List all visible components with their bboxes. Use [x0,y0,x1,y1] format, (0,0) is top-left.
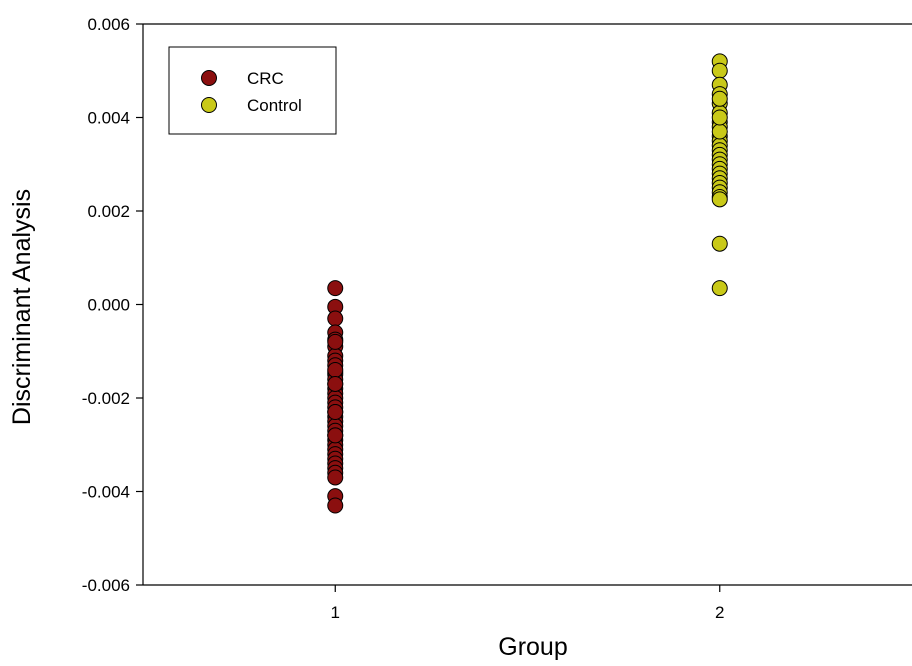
point-crc [327,333,344,350]
legend-label-crc: CRC [247,69,284,88]
point-crc [327,310,344,327]
point-crc [327,469,344,486]
point-crc [327,361,344,378]
point-crc [327,375,344,392]
legend: CRC Control [168,46,337,135]
point-control [711,62,728,79]
y-tick-label: 0.006 [87,15,130,34]
y-tick-label: 0.002 [87,202,130,221]
y-tick-label: 0.000 [87,296,130,315]
data-points [327,53,728,514]
y-tick-label: -0.004 [82,483,130,502]
y-axis: -0.006 -0.004 -0.002 0.000 0.002 0.004 0.006 [82,15,143,595]
y-tick-label: 0.004 [87,109,130,128]
legend-marker-crc [201,70,217,86]
point-crc [327,404,344,421]
x-tick-label: 1 [331,603,340,622]
x-axis-title: Group [498,633,567,661]
y-axis-title: Discriminant Analysis [8,189,36,425]
y-tick-label: -0.006 [82,576,130,595]
legend-label-control: Control [247,96,302,115]
point-crc [327,427,344,444]
point-control [711,109,728,126]
point-control [711,191,728,208]
point-control [711,123,728,140]
legend-marker-control [201,97,217,113]
legend-box [168,46,337,135]
point-control [711,235,728,252]
y-tick-label: -0.002 [82,389,130,408]
point-control [711,280,728,297]
point-crc [327,497,344,514]
point-control [711,90,728,107]
x-tick-label: 2 [715,603,724,622]
point-crc [327,280,344,297]
